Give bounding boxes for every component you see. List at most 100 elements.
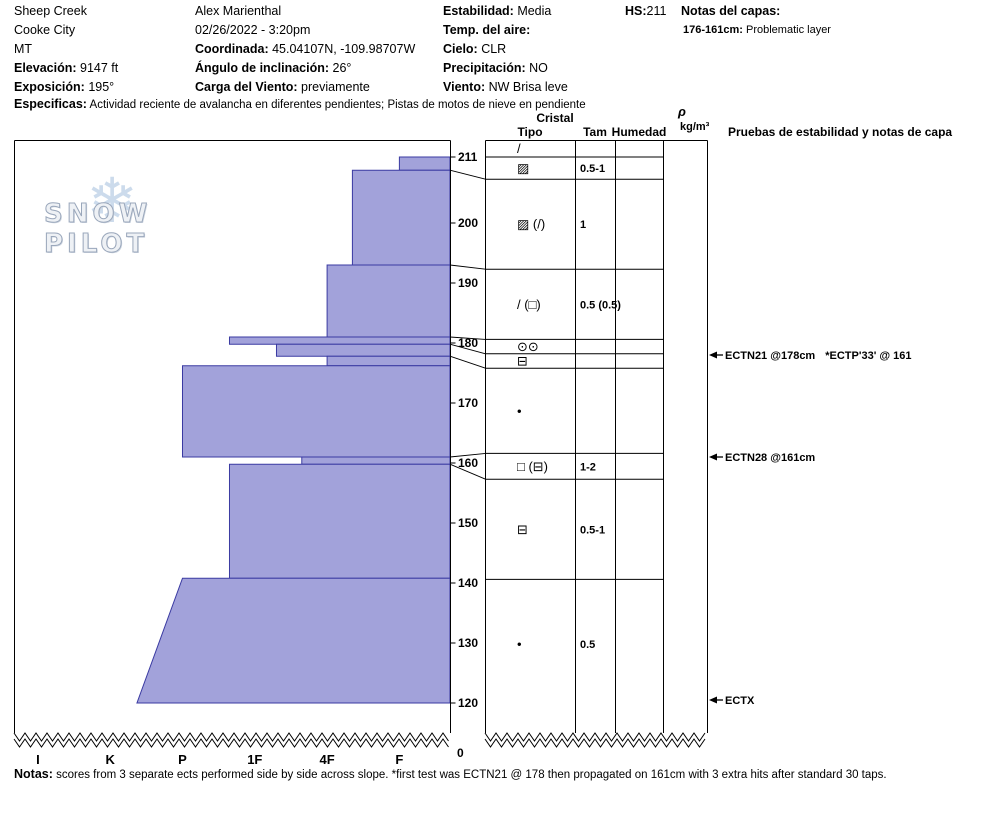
grain-size-value: 1-2 [580, 461, 596, 473]
layer-bar [326, 264, 451, 338]
location-name: Sheep Creek [14, 4, 87, 18]
layer-notes-entry-label: 176-161cm: [683, 24, 743, 36]
depth-tick-label: 150 [458, 516, 478, 530]
col-header-tipo: Tipo [517, 125, 542, 139]
watermark-text: SNOW PILOT [43, 199, 152, 260]
layer-notes-header: Notas del capas: [681, 4, 780, 18]
grain-type-symbol: ▨ [517, 161, 529, 176]
hardness-label: 4F [320, 752, 335, 767]
break-zigzag [484, 738, 706, 748]
layer-connector [449, 463, 486, 480]
precipitation-field: Precipitación: NO [443, 61, 548, 75]
grain-type-symbol: ▨ (/) [517, 217, 545, 232]
test-label: ECTX [725, 695, 755, 707]
grain-type-symbol: ⊟ [517, 522, 528, 537]
specifics-label: Especificas: [14, 97, 87, 111]
col-header-cristal: Cristal [536, 111, 573, 125]
slope-angle-value: 26° [329, 61, 352, 75]
elevation-label: Elevación: [14, 61, 77, 75]
specifics-value: Actividad reciente de avalancha en difer… [86, 99, 586, 111]
wind-loading-value: previamente [297, 80, 370, 94]
observer-name: Alex Marienthal [195, 4, 282, 18]
grain-size-value: 0.5 (0.5) [580, 299, 621, 311]
location-state: MT [14, 42, 33, 56]
grain-type-symbol: • [517, 403, 522, 418]
grain-size-value: 0.5 [580, 639, 595, 651]
grain-type-symbol: ⊙⊙ [517, 339, 539, 354]
grain-type-symbol: ⊟ [517, 354, 528, 369]
layer-connector [449, 169, 486, 180]
hardness-label: I [36, 752, 40, 767]
hs-label: HS: [625, 4, 647, 18]
test-arrow-head [709, 696, 717, 704]
wind-label: Viento: [443, 80, 486, 94]
wind-value: NW Brisa leve [485, 80, 568, 94]
coordinates-field: Coordinada: 45.04107N, -109.98707W [195, 42, 415, 56]
depth-tick-label: 140 [458, 576, 478, 590]
depth-tick-label: 120 [458, 696, 478, 710]
grain-size-value: 0.5-1 [580, 163, 605, 175]
stability-label: Estabilidad: [443, 4, 514, 18]
layer-bar [275, 343, 451, 357]
hardness-label: 1F [247, 752, 262, 767]
coordinates-value: 45.04107N, -109.98707W [268, 42, 416, 56]
pit-header: Sheep Creek Cooke City MT Elevación: 914… [0, 0, 994, 120]
layer-connector [449, 452, 486, 458]
hs-value: 211 [646, 4, 667, 18]
hardness-label: K [105, 752, 115, 767]
layer-bar [326, 355, 451, 367]
layer-connector [449, 355, 486, 369]
air-temp-label: Temp. del aire: [443, 23, 531, 37]
notes-label: Notas: [14, 767, 53, 781]
elevation-field: Elevación: 9147 ft [14, 61, 118, 75]
snowflake-icon: ❄ [86, 164, 138, 237]
layer-notes-label: Notas del capas: [681, 4, 781, 18]
layer-bar [136, 577, 451, 704]
layer-bar [228, 336, 451, 345]
depth-tick-label: 190 [458, 276, 478, 290]
col-header-humedad: Humedad [612, 125, 667, 139]
depth-tick-label: 130 [458, 636, 478, 650]
break-zigzag [484, 732, 706, 742]
wind-loading-field: Carga del Viento: previamente [195, 80, 370, 94]
depth-tick-label: 170 [458, 396, 478, 410]
hs-field: HS:211 [625, 4, 666, 18]
hardness-label: F [395, 752, 403, 767]
layer-connector [449, 336, 486, 340]
grain-type-symbol: / (□) [517, 297, 541, 312]
layer-bar [301, 456, 451, 465]
col-header-density-unit: kg/m³ [680, 121, 710, 133]
grain-type-symbol: • [517, 637, 522, 652]
layer-connector [449, 343, 486, 355]
depth-tick-label: 160 [458, 456, 478, 470]
location-city: Cooke City [14, 23, 76, 37]
layer-bar [398, 156, 451, 171]
col-header-tests: Pruebas de estabilidad y notas de capa [728, 125, 952, 139]
slope-angle-label: Ángulo de inclinación: [195, 61, 330, 75]
pit-notes: Notas: scores from 3 separate ects perfo… [14, 767, 887, 781]
depth-tick-label: 180 [458, 336, 478, 350]
air-temp-field: Temp. del aire: [443, 23, 530, 37]
notes-value: scores from 3 separate ects performed si… [52, 769, 887, 781]
break-zigzag [13, 738, 449, 748]
depth-zero-label: 0 [457, 746, 464, 760]
precipitation-value: NO [525, 61, 548, 75]
break-zigzag [13, 732, 449, 742]
coordinates-label: Coordinada: [195, 42, 269, 56]
aspect-field: Exposición: 195° [14, 80, 114, 94]
sky-field: Cielo: CLR [443, 42, 506, 56]
hardness-label: P [178, 752, 187, 767]
sky-label: Cielo: [443, 42, 478, 56]
wind-field: Viento: NW Brisa leve [443, 80, 568, 94]
col-header-density: ρ [677, 104, 686, 119]
elevation-value: 9147 ft [76, 61, 119, 75]
slope-angle-field: Ángulo de inclinación: 26° [195, 61, 351, 75]
grain-size-value: 0.5-1 [580, 524, 605, 536]
test-label: ECTN21 @178cm *ECTP'33' @ 161 [725, 350, 912, 362]
stability-field: Estabilidad: Media [443, 4, 551, 18]
col-header-tam: Tam [583, 125, 607, 139]
grain-size-value: 1 [580, 219, 586, 231]
layer-notes-entry-value: Problematic layer [742, 24, 831, 36]
